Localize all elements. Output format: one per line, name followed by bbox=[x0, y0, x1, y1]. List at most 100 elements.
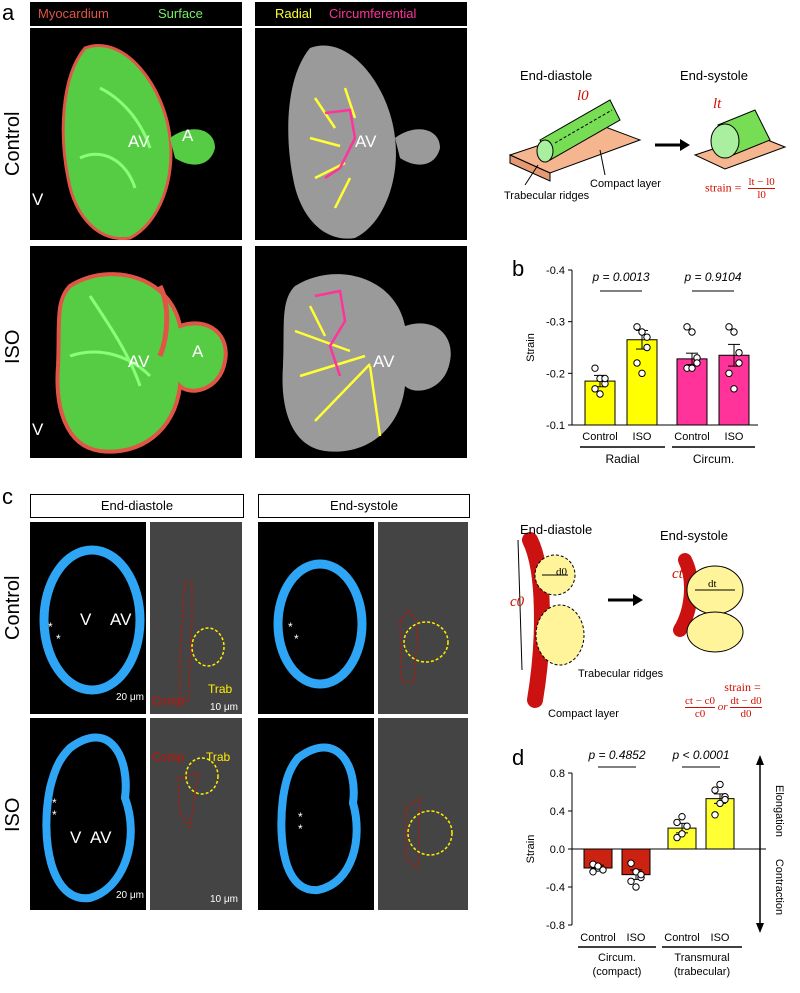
scalebar-20um: 20 μm bbox=[116, 692, 144, 703]
data-point bbox=[735, 359, 743, 367]
data-point bbox=[725, 369, 733, 378]
star-marker: * bbox=[52, 796, 57, 810]
label-a: A bbox=[182, 126, 194, 145]
p-value-label: p < 0.0001 bbox=[671, 748, 729, 762]
legend-myocardium: Myocardium bbox=[38, 6, 109, 21]
heart-fluor-control-systole: * * bbox=[258, 522, 374, 714]
data-point bbox=[683, 323, 691, 331]
legend-myo-surface: Myocardium Surface bbox=[30, 2, 242, 26]
label-a: A bbox=[192, 342, 204, 361]
y-tick-label: -0.8 bbox=[546, 920, 565, 932]
y-tick-label: -0.2 bbox=[546, 368, 565, 380]
panel-letter-d: d bbox=[512, 745, 525, 770]
data-point bbox=[627, 859, 635, 867]
data-point bbox=[716, 799, 724, 808]
arrow-head-up bbox=[756, 755, 764, 765]
legend-radial: Radial bbox=[275, 6, 312, 21]
label-l0: l0 bbox=[577, 88, 589, 104]
data-point bbox=[716, 780, 724, 789]
data-point bbox=[721, 795, 729, 804]
f1-den: c0 bbox=[694, 708, 706, 720]
heart-strain-lines-iso: AV bbox=[255, 246, 467, 458]
legend-circumferential: Circumferential bbox=[329, 6, 417, 21]
zoom-iso-systole bbox=[378, 718, 468, 910]
bar bbox=[626, 339, 658, 426]
data-point bbox=[678, 830, 686, 838]
heart-surface-iso: AV A V bbox=[30, 246, 242, 458]
group-label: Transmural bbox=[674, 952, 729, 964]
data-point bbox=[730, 328, 738, 336]
row-label-iso-a: ISO bbox=[2, 329, 24, 364]
data-point bbox=[637, 870, 645, 879]
star-marker: * bbox=[294, 632, 299, 646]
y-tick-label: 0.8 bbox=[550, 768, 565, 780]
data-point bbox=[673, 833, 681, 842]
group-label: Circum. bbox=[598, 952, 636, 964]
data-point bbox=[693, 359, 701, 367]
x-tick-label: ISO bbox=[711, 932, 730, 944]
label-av: AV bbox=[110, 610, 132, 629]
x-tick-label: Control bbox=[664, 932, 699, 944]
group-label: Circum. bbox=[693, 452, 734, 466]
strain-formula-a: strain = lt − l0 l0 bbox=[705, 176, 775, 201]
zoom-control-diastole: Trab Comp 10 μm bbox=[150, 522, 242, 714]
f2-num: dt − d0 bbox=[730, 695, 762, 708]
strain-den-a: l0 bbox=[757, 189, 766, 201]
y-tick-label: -0.4 bbox=[546, 882, 565, 894]
label-ct: ct bbox=[672, 566, 683, 582]
data-point bbox=[643, 333, 651, 341]
data-point bbox=[591, 364, 599, 372]
data-point bbox=[673, 818, 681, 827]
strain-schematic-a bbox=[508, 99, 787, 186]
y-tick-label: 0.4 bbox=[550, 806, 565, 818]
label-c0: c0 bbox=[510, 594, 525, 610]
data-point bbox=[589, 868, 597, 876]
legend-surface: Surface bbox=[158, 6, 203, 21]
strain-eq-a: strain = bbox=[705, 180, 742, 195]
label-v: V bbox=[70, 828, 82, 847]
p-value-label: p = 0.4852 bbox=[587, 748, 645, 762]
strain-num-a: lt − l0 bbox=[748, 176, 775, 189]
data-point bbox=[688, 328, 696, 336]
row-label-iso-c: ISO bbox=[2, 797, 24, 832]
label-compact-layer-a: Compact layer bbox=[590, 178, 661, 190]
star-marker: * bbox=[48, 620, 53, 634]
label-v: V bbox=[80, 610, 92, 629]
data-point bbox=[633, 359, 641, 367]
star-marker: * bbox=[56, 632, 61, 646]
label-trab: Trab bbox=[206, 750, 231, 764]
label-av: AV bbox=[355, 132, 377, 151]
strain-schematic-c bbox=[517, 532, 744, 708]
label-trab: Trab bbox=[208, 682, 233, 696]
header-end-diastole: End-diastole bbox=[30, 494, 244, 518]
y-tick-label: -0.1 bbox=[546, 420, 565, 432]
zoom-iso-diastole: Comp Trab 10 μm bbox=[150, 718, 242, 910]
panel-letter-a: a bbox=[2, 0, 15, 25]
data-point bbox=[735, 348, 743, 357]
data-point bbox=[591, 385, 599, 393]
f1-num: ct − c0 bbox=[685, 695, 716, 708]
x-tick-label: Control bbox=[582, 431, 617, 443]
schematic-end-systole: End-systole bbox=[680, 68, 748, 83]
x-tick-label: Control bbox=[580, 932, 615, 944]
data-point bbox=[638, 369, 646, 378]
y-axis-label: Strain bbox=[525, 333, 537, 362]
label-v: V bbox=[32, 420, 44, 439]
heart-fluor-iso-systole: * * bbox=[258, 718, 374, 910]
data-point bbox=[683, 822, 691, 830]
chart-b: -0.4 -0.3 -0.2 -0.1 Strain Control ISO Control I… bbox=[525, 265, 758, 466]
arrow-head-down bbox=[756, 923, 764, 933]
heart-fluor-control-diastole: V AV * * 20 μm bbox=[30, 522, 146, 714]
data-point bbox=[688, 364, 696, 372]
y-tick-label: -0.3 bbox=[546, 317, 565, 329]
group-label: (compact) bbox=[593, 966, 642, 978]
x-tick-label: ISO bbox=[627, 932, 646, 944]
p-value-label: p = 0.9104 bbox=[683, 270, 741, 284]
heart-strain-lines-control: AV bbox=[255, 28, 467, 240]
elongation-label: Elongation bbox=[773, 785, 785, 837]
star-marker: * bbox=[52, 808, 57, 822]
scalebar-10um: 10 μm bbox=[210, 894, 238, 905]
strain-formula-c: strain = ct − c0 c0 or dt − d0 d0 bbox=[685, 680, 800, 720]
label-comp: Comp bbox=[152, 750, 185, 764]
data-point bbox=[601, 374, 609, 383]
